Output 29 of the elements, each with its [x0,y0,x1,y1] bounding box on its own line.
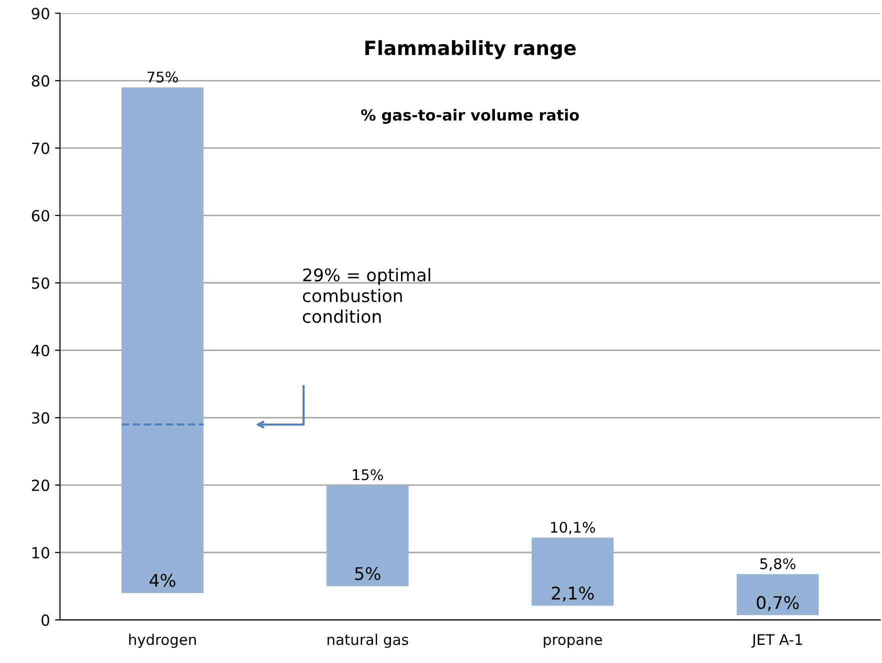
x-tick-label: hydrogen [129,634,196,648]
y-tick-label: 50 [32,277,50,289]
bar [532,538,614,606]
bar [326,485,409,586]
annotation: 15% [352,469,383,480]
annotation: 2,1% [552,586,594,602]
bar [736,574,819,616]
y-tick-label: 60 [32,210,50,222]
y-tick-label: 10 [32,546,50,559]
y-tick-label: 70 [32,142,50,154]
y-tick-label: 40 [32,344,50,356]
x-tick-label: natural gas [328,634,408,648]
text: % gas-to-air volume ratio [361,108,579,124]
annotation: 4% [150,574,176,587]
annotation: 75% [148,72,178,83]
bar [121,87,204,593]
y-tick-label: 0 [42,614,50,626]
text: Flammability range [365,40,576,60]
x-tick-label: propane [544,636,602,648]
y-tick-label: 80 [32,75,50,87]
annotation: 0,7% [756,596,799,611]
annotation: 29% = optimal combustion condition [302,268,430,324]
y-tick-label: 20 [32,480,50,492]
annotation: 5,8% [760,558,796,571]
y-tick-label: 90 [32,8,50,20]
x-tick-label: JET A-1 [751,634,802,648]
annotation: 5% [355,567,380,580]
y-tick-label: 30 [32,412,50,424]
annotation: 10,1% [551,522,595,534]
